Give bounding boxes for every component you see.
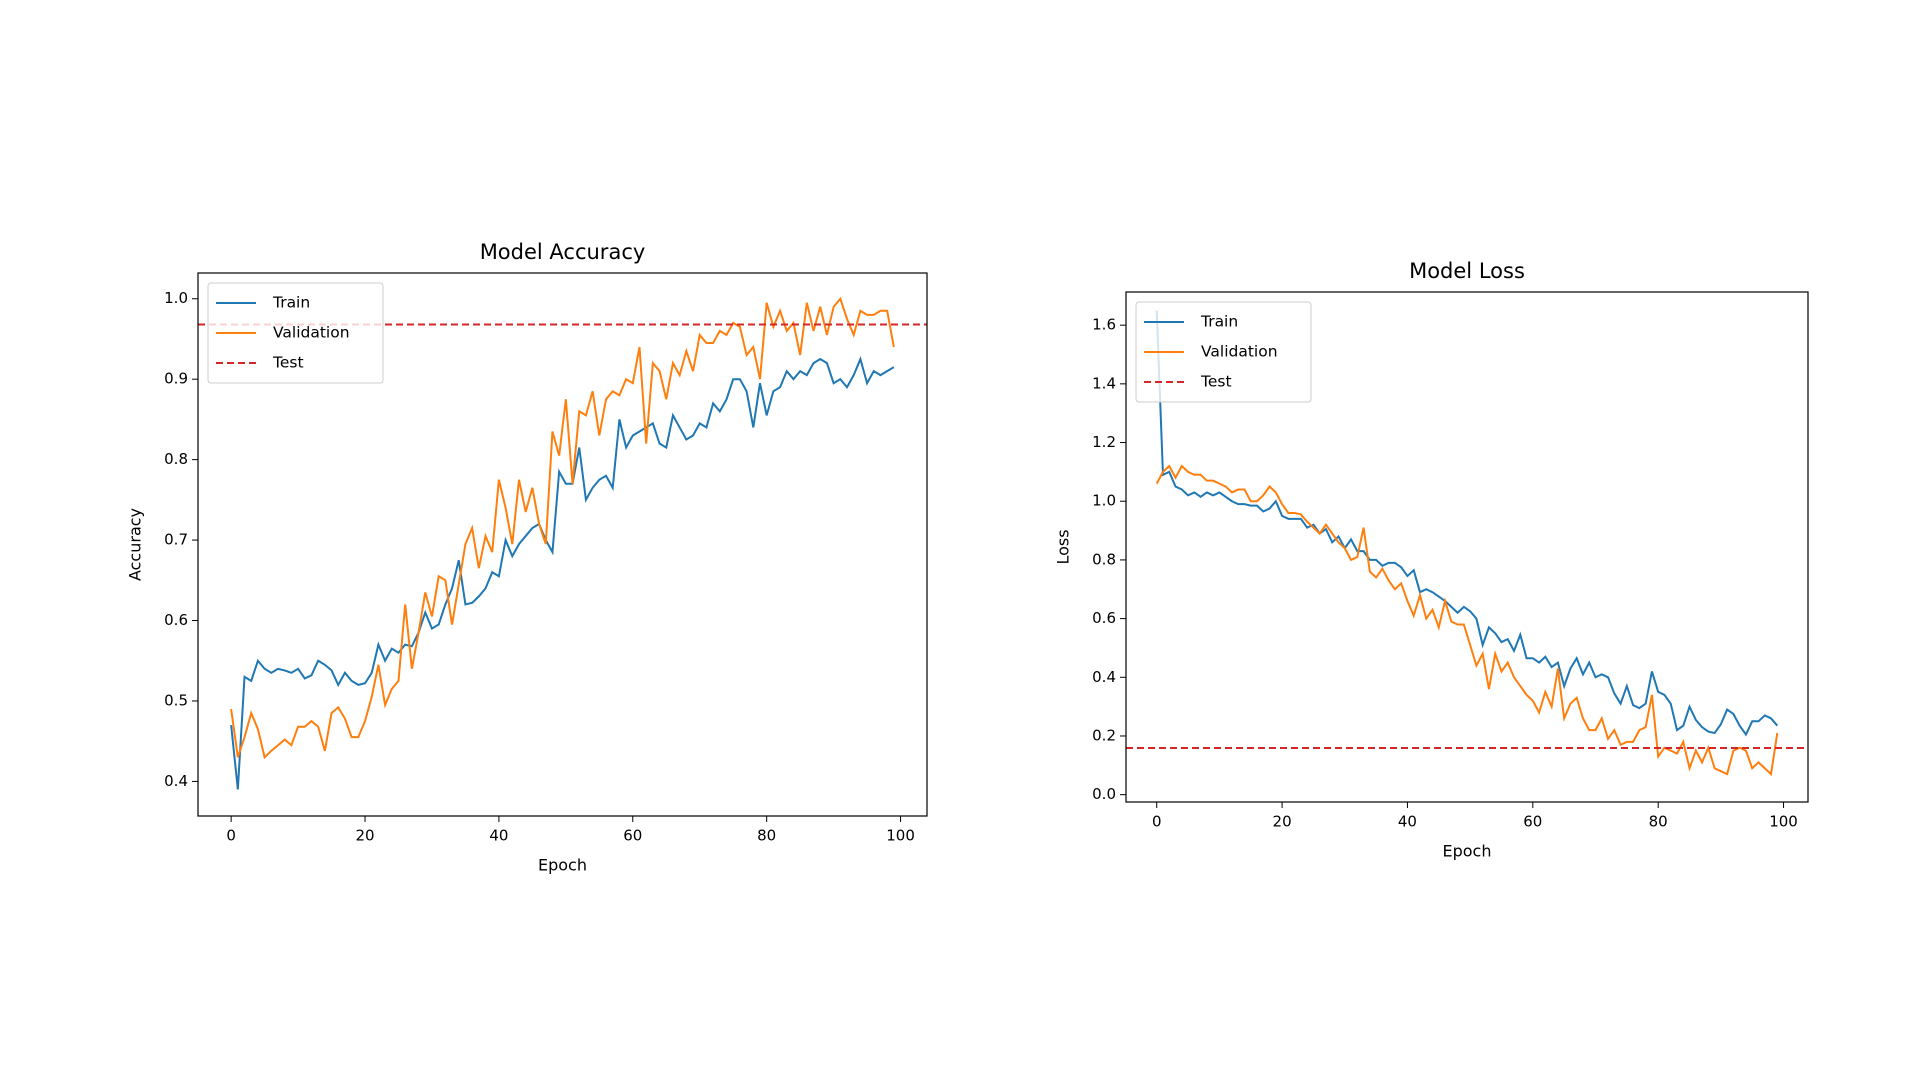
legend-label: Train	[1200, 313, 1238, 331]
y-tick-label: 0.8	[164, 450, 188, 468]
legend-label: Train	[272, 294, 310, 312]
chart-title: Model Loss	[1409, 259, 1525, 283]
y-tick-label: 0.2	[1092, 726, 1116, 744]
x-tick-label: 20	[355, 827, 374, 845]
x-tick-label: 0	[1152, 813, 1162, 831]
y-tick-label: 0.0	[1092, 785, 1116, 803]
legend-label: Validation	[273, 324, 350, 342]
x-tick-label: 60	[623, 827, 642, 845]
x-tick-label: 40	[1398, 813, 1417, 831]
legend-label: Validation	[1201, 343, 1278, 361]
y-axis-label: Accuracy	[126, 508, 145, 581]
y-tick-label: 0.4	[164, 772, 188, 790]
y-tick-label: 0.9	[164, 370, 188, 388]
chart-title: Model Accuracy	[480, 240, 646, 264]
data-line	[1155, 464, 1779, 777]
y-tick-label: 1.0	[1092, 492, 1116, 510]
plot-frame	[197, 272, 928, 817]
chart: Model Accuracy 0 20 40 60 80 100 0.4 0.5 0.6 0.7 0.…	[126, 240, 928, 875]
y-tick-label: 0.5	[164, 691, 188, 709]
plot-frame	[1125, 291, 1809, 803]
x-tick-label: 40	[489, 827, 508, 845]
data-line	[230, 356, 895, 790]
legend: Train Validation Test	[1135, 301, 1312, 403]
legend-box	[1135, 301, 1312, 403]
x-tick-label: 80	[757, 827, 776, 845]
y-tick-label: 0.7	[164, 531, 188, 549]
y-tick-label: 1.4	[1092, 374, 1116, 392]
x-tick-label: 60	[1523, 813, 1542, 831]
chart: Model Loss 0 20 40 60 80 100 0.0 0.2 0.4 0.6 0.8 1.0…	[1054, 259, 1809, 861]
y-tick-label: 0.4	[1092, 668, 1116, 686]
x-tick-label: 20	[1273, 813, 1292, 831]
y-tick-label: 1.6	[1092, 316, 1116, 334]
legend-label: Test	[1200, 373, 1232, 391]
x-tick-label: 0	[226, 827, 236, 845]
y-tick-label: 1.0	[164, 289, 188, 307]
y-tick-label: 0.6	[164, 611, 188, 629]
x-tick-label: 100	[886, 827, 915, 845]
legend: Train Validation Test	[207, 282, 384, 384]
x-axis-label: Epoch	[1443, 842, 1492, 861]
legend-box	[207, 282, 384, 384]
data-line	[1155, 310, 1779, 737]
data-line	[230, 296, 895, 760]
y-tick-label: 0.8	[1092, 550, 1116, 568]
y-axis-label: Loss	[1054, 529, 1073, 564]
y-tick-label: 0.6	[1092, 609, 1116, 627]
x-tick-label: 80	[1649, 813, 1668, 831]
x-axis-label: Epoch	[538, 856, 587, 875]
legend-label: Test	[272, 354, 304, 372]
y-tick-label: 1.2	[1092, 433, 1116, 451]
x-tick-label: 100	[1769, 813, 1798, 831]
